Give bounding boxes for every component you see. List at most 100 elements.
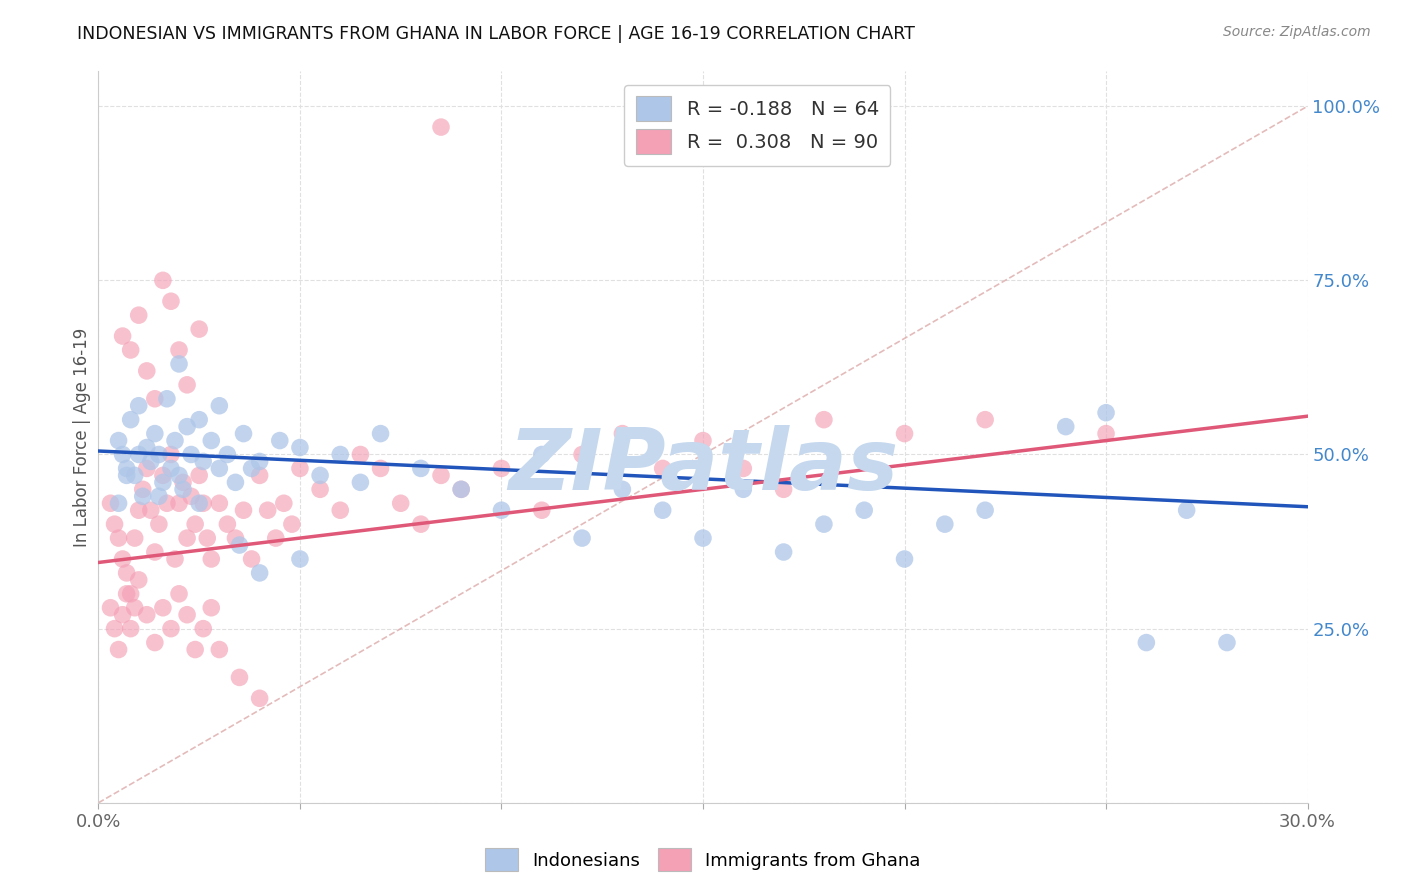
Point xyxy=(115,566,138,580)
Point xyxy=(103,517,125,532)
Point xyxy=(193,622,215,636)
Point xyxy=(143,545,166,559)
Point xyxy=(309,468,332,483)
Point xyxy=(120,587,142,601)
Point xyxy=(163,552,186,566)
Legend: R = -0.188   N = 64, R =  0.308   N = 90: R = -0.188 N = 64, R = 0.308 N = 90 xyxy=(624,85,890,166)
Point xyxy=(128,308,150,322)
Point xyxy=(853,503,876,517)
Point xyxy=(281,517,304,532)
Point xyxy=(176,607,198,622)
Point xyxy=(772,483,794,497)
Point xyxy=(148,489,170,503)
Point xyxy=(167,343,190,357)
Point xyxy=(167,587,190,601)
Point xyxy=(200,552,222,566)
Point xyxy=(571,448,593,462)
Point xyxy=(139,503,162,517)
Point xyxy=(135,461,157,475)
Point xyxy=(188,322,211,336)
Point xyxy=(228,670,250,684)
Point xyxy=(115,587,138,601)
Point xyxy=(111,607,134,622)
Point xyxy=(370,426,392,441)
Point xyxy=(124,531,146,545)
Point xyxy=(264,531,287,545)
Point xyxy=(143,392,166,406)
Point xyxy=(100,496,122,510)
Point xyxy=(156,496,179,510)
Point xyxy=(148,517,170,532)
Point xyxy=(111,448,134,462)
Point xyxy=(107,642,129,657)
Point xyxy=(107,496,129,510)
Point xyxy=(172,475,194,490)
Point xyxy=(409,517,432,532)
Point xyxy=(176,419,198,434)
Point xyxy=(135,364,157,378)
Point xyxy=(195,531,218,545)
Point xyxy=(934,517,956,532)
Point xyxy=(193,454,215,468)
Point xyxy=(115,468,138,483)
Point xyxy=(224,531,246,545)
Point xyxy=(188,412,211,426)
Point xyxy=(128,503,150,517)
Point xyxy=(148,448,170,462)
Point xyxy=(651,461,673,475)
Point xyxy=(224,475,246,490)
Point xyxy=(132,489,155,503)
Text: INDONESIAN VS IMMIGRANTS FROM GHANA IN LABOR FORCE | AGE 16-19 CORRELATION CHART: INDONESIAN VS IMMIGRANTS FROM GHANA IN L… xyxy=(77,25,915,43)
Point xyxy=(160,622,183,636)
Point xyxy=(692,434,714,448)
Point xyxy=(329,448,352,462)
Point xyxy=(217,517,239,532)
Point xyxy=(249,566,271,580)
Point xyxy=(135,607,157,622)
Point xyxy=(111,329,134,343)
Point xyxy=(240,552,263,566)
Point xyxy=(160,294,183,309)
Point xyxy=(232,426,254,441)
Point xyxy=(167,357,190,371)
Point xyxy=(152,273,174,287)
Point xyxy=(152,468,174,483)
Legend: Indonesians, Immigrants from Ghana: Indonesians, Immigrants from Ghana xyxy=(478,841,928,879)
Point xyxy=(128,448,150,462)
Point xyxy=(167,496,190,510)
Point xyxy=(1216,635,1239,649)
Point xyxy=(349,475,371,490)
Point xyxy=(143,635,166,649)
Point xyxy=(217,448,239,462)
Point xyxy=(180,448,202,462)
Text: Source: ZipAtlas.com: Source: ZipAtlas.com xyxy=(1223,25,1371,39)
Point xyxy=(103,622,125,636)
Point xyxy=(180,489,202,503)
Point xyxy=(139,454,162,468)
Point xyxy=(893,552,915,566)
Point xyxy=(651,503,673,517)
Point xyxy=(208,642,231,657)
Point xyxy=(530,503,553,517)
Text: ZIPatlas: ZIPatlas xyxy=(508,425,898,508)
Point xyxy=(813,517,835,532)
Point xyxy=(135,441,157,455)
Point xyxy=(160,448,183,462)
Point xyxy=(100,600,122,615)
Point xyxy=(200,434,222,448)
Point xyxy=(349,448,371,462)
Point xyxy=(172,483,194,497)
Point xyxy=(184,517,207,532)
Point xyxy=(571,531,593,545)
Point xyxy=(772,545,794,559)
Point xyxy=(184,642,207,657)
Point xyxy=(249,468,271,483)
Point xyxy=(733,461,755,475)
Point xyxy=(309,483,332,497)
Point xyxy=(256,503,278,517)
Point xyxy=(156,392,179,406)
Point xyxy=(208,461,231,475)
Point xyxy=(733,483,755,497)
Point xyxy=(612,483,634,497)
Point xyxy=(176,531,198,545)
